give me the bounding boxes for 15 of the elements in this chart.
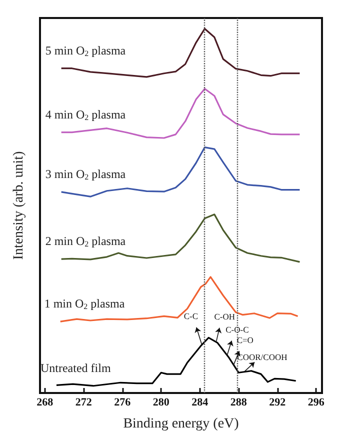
x-tick-label: 296 [308, 396, 325, 408]
annotation: C=O [236, 334, 254, 345]
annotation: C-C [184, 311, 198, 322]
x-axis-title: Binding energy (eV) [123, 416, 240, 432]
annotation: C-OH [214, 311, 235, 322]
x-tick-label: 272 [75, 396, 92, 408]
x-tick-label: 292 [269, 396, 286, 408]
x-tick-label: 288 [230, 396, 248, 408]
x-tick-label: 268 [36, 396, 54, 408]
annotation: COOR/COOH [237, 352, 288, 362]
annotation: C-O-C [226, 324, 250, 334]
x-tick-label: 276 [114, 396, 132, 408]
x-tick-label: 280 [152, 396, 170, 408]
x-tick-label: 284 [192, 396, 209, 408]
y-axis-title: Intensity (arb. unit) [12, 150, 26, 260]
